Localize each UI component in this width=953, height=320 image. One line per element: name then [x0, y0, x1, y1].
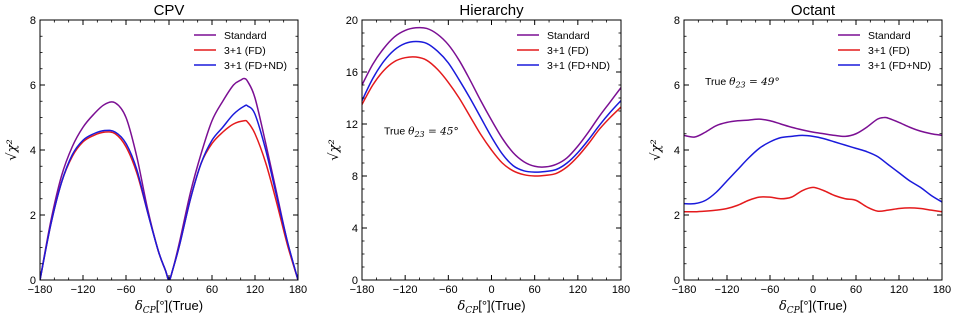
x-tick-label: −60 — [439, 284, 458, 296]
series-line-3 — [40, 104, 298, 280]
annotation: True θ23 = 45° — [384, 125, 459, 139]
y-tick-label: 8 — [352, 171, 358, 183]
x-tick-label: −60 — [117, 284, 136, 296]
series-line-1 — [362, 26, 621, 168]
x-tick-label: −180 — [672, 284, 697, 296]
panel-3: −180 −120 −60 0 60 120 180 0 2 4 6 8 Octant δCP[°](Tr… — [649, 2, 951, 316]
plot-frame — [39, 19, 299, 281]
x-axis-label: δCP[°](True) — [779, 298, 847, 316]
annotation: True θ23 = 49° — [705, 76, 780, 90]
x-tick-label: 120 — [890, 284, 908, 296]
panel-1: −180 −120 −60 0 60 120 180 0 2 4 6 8 CPV δCP[°](True)… — [5, 2, 307, 316]
y-tick-label: 0 — [30, 275, 36, 287]
legend-entry: 3+1 (FD) — [224, 45, 266, 57]
x-tick-label: 0 — [810, 284, 816, 296]
plot-frame — [683, 19, 943, 281]
legend-entry: Standard — [224, 30, 267, 42]
y-tick-label: 20 — [346, 15, 358, 27]
y-axis-label: √χ² — [649, 139, 664, 160]
x-tick-label: 0 — [166, 284, 172, 296]
x-tick-label: 180 — [289, 284, 307, 296]
y-axis-label: √χ² — [327, 139, 342, 160]
series-line-2 — [362, 56, 621, 177]
legend-entry: 3+1 (FD+ND) — [868, 60, 931, 72]
x-tick-label: 120 — [569, 284, 587, 296]
x-tick-label: −120 — [71, 284, 96, 296]
legend-entry: 3+1 (FD) — [547, 45, 589, 57]
y-tick-label: 8 — [674, 15, 680, 27]
y-tick-label: 6 — [674, 80, 680, 92]
series-line-2 — [684, 186, 942, 213]
legend-entry: 3+1 (FD+ND) — [547, 60, 610, 72]
y-tick-label: 4 — [674, 145, 680, 157]
chart-title: CPV — [154, 2, 185, 19]
y-tick-label: 0 — [352, 275, 358, 287]
panel-2: −180 −120 −60 0 60 120 180 0 4 8 12 16 20 Hierarchy δC… — [327, 2, 630, 316]
x-tick-label: −180 — [350, 284, 375, 296]
series-line-1 — [40, 77, 298, 280]
chart-title: Hierarchy — [459, 2, 524, 19]
x-tick-label: 180 — [612, 284, 630, 296]
y-tick-label: 2 — [674, 210, 680, 222]
legend-entry: Standard — [868, 30, 911, 42]
chart-title: Octant — [791, 2, 836, 19]
y-tick-label: 4 — [352, 223, 358, 235]
x-tick-label: 120 — [246, 284, 264, 296]
y-tick-label: 12 — [346, 119, 358, 131]
y-tick-label: 2 — [30, 210, 36, 222]
y-tick-label: 8 — [30, 15, 36, 27]
legend-entry: 3+1 (FD) — [868, 45, 910, 57]
x-axis-label: δCP[°](True) — [457, 298, 525, 316]
y-axis-label: √χ² — [5, 139, 20, 160]
x-tick-label: 60 — [529, 284, 541, 296]
x-tick-label: −180 — [28, 284, 53, 296]
x-tick-label: 60 — [206, 284, 218, 296]
x-axis-label: δCP[°](True) — [135, 298, 203, 316]
x-tick-label: −120 — [393, 284, 418, 296]
series-line-1 — [684, 116, 942, 138]
x-tick-label: 0 — [488, 284, 494, 296]
y-tick-label: 0 — [674, 275, 680, 287]
legend-entry: 3+1 (FD+ND) — [224, 60, 287, 72]
y-tick-label: 16 — [346, 67, 358, 79]
x-tick-label: −120 — [715, 284, 740, 296]
x-tick-label: −60 — [761, 284, 780, 296]
y-tick-label: 4 — [30, 145, 36, 157]
series-line-3 — [362, 40, 621, 173]
y-tick-label: 6 — [30, 80, 36, 92]
x-tick-label: 180 — [933, 284, 951, 296]
series-line-3 — [684, 134, 942, 205]
legend-entry: Standard — [547, 30, 590, 42]
x-tick-label: 60 — [850, 284, 862, 296]
